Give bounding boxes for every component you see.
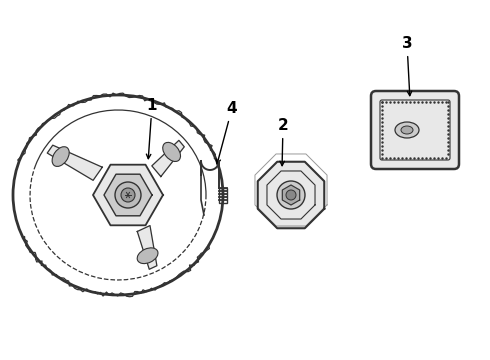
Polygon shape [93, 165, 163, 225]
Ellipse shape [401, 126, 413, 134]
Polygon shape [137, 226, 157, 269]
Text: 2: 2 [278, 118, 289, 166]
Text: 4: 4 [216, 101, 237, 164]
Polygon shape [282, 185, 300, 205]
Circle shape [286, 190, 296, 200]
Polygon shape [47, 145, 102, 180]
Ellipse shape [52, 147, 69, 166]
Ellipse shape [163, 143, 180, 162]
Circle shape [121, 188, 135, 202]
Polygon shape [258, 162, 324, 228]
Text: 1: 1 [147, 98, 157, 159]
Polygon shape [152, 140, 184, 176]
Ellipse shape [395, 122, 419, 138]
Polygon shape [104, 174, 152, 216]
Text: 3: 3 [402, 36, 412, 96]
FancyBboxPatch shape [371, 91, 459, 169]
Circle shape [115, 182, 141, 208]
Ellipse shape [137, 248, 158, 264]
Circle shape [277, 181, 305, 209]
